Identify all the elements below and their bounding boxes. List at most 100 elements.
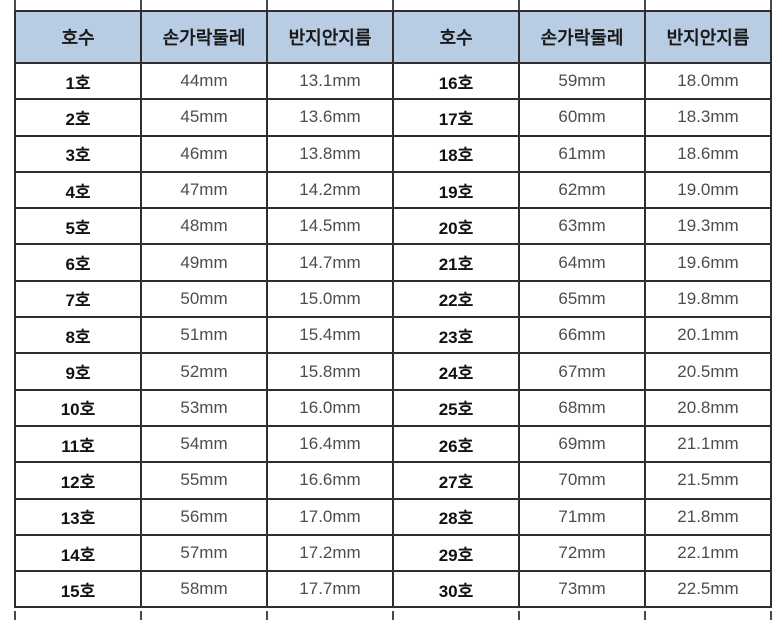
finger-circumference-cell: 46mm — [140, 134, 268, 173]
ring-inner-diameter-cell: 19.6mm — [644, 243, 772, 282]
table-row: 13호 56mm 17.0mm 28호 71mm 21.8mm — [14, 497, 772, 536]
finger-circumference-cell: 50mm — [140, 279, 268, 319]
ring-inner-diameter-cell: 21.5mm — [644, 461, 772, 500]
finger-circumference-cell: 66mm — [518, 316, 646, 355]
ring-size-cell: 30호 — [392, 570, 520, 609]
ring-inner-diameter-cell: 16.6mm — [266, 461, 394, 500]
table-row: 14호 57mm 17.2mm 29호 72mm 22.1mm — [14, 533, 772, 573]
header-size-left: 호수 — [14, 10, 142, 64]
ring-size-cell: 18호 — [392, 134, 520, 173]
finger-circumference-cell: 44mm — [140, 61, 268, 101]
finger-circumference-cell: 70mm — [518, 461, 646, 500]
finger-circumference-cell: 60mm — [518, 98, 646, 137]
ring-size-cell: 12호 — [14, 461, 142, 500]
finger-circumference-cell: 71mm — [518, 497, 646, 536]
ring-inner-diameter-cell: 21.8mm — [644, 497, 772, 536]
ring-inner-diameter-cell: 22.5mm — [644, 570, 772, 609]
ring-inner-diameter-cell: 13.6mm — [266, 98, 394, 137]
finger-circumference-cell: 65mm — [518, 279, 646, 319]
ring-inner-diameter-cell: 14.7mm — [266, 243, 394, 282]
ring-size-cell: 6호 — [14, 243, 142, 282]
ring-size-cell: 28호 — [392, 497, 520, 536]
ring-inner-diameter-cell: 21.1mm — [644, 424, 772, 464]
ring-size-cell: 13호 — [14, 497, 142, 536]
table-row: 9호 52mm 15.8mm 24호 67mm 20.5mm — [14, 352, 772, 391]
ring-size-cell: 27호 — [392, 461, 520, 500]
cropped-gridline-stubs-top — [14, 0, 772, 10]
header-inner-diameter-right: 반지안지름 — [644, 10, 772, 64]
ring-inner-diameter-cell: 20.1mm — [644, 316, 772, 355]
header-circumference-left: 손가락둘레 — [140, 10, 268, 64]
table-row: 10호 53mm 16.0mm 25호 68mm 20.8mm — [14, 388, 772, 427]
finger-circumference-cell: 61mm — [518, 134, 646, 173]
ring-size-cell: 1호 — [14, 61, 142, 101]
ring-inner-diameter-cell: 16.0mm — [266, 388, 394, 427]
finger-circumference-cell: 67mm — [518, 352, 646, 391]
finger-circumference-cell: 54mm — [140, 424, 268, 464]
finger-circumference-cell: 45mm — [140, 98, 268, 137]
ring-size-cell: 19호 — [392, 170, 520, 210]
finger-circumference-cell: 57mm — [140, 533, 268, 573]
ring-inner-diameter-cell: 19.8mm — [644, 279, 772, 319]
ring-inner-diameter-cell: 20.5mm — [644, 352, 772, 391]
ring-size-cell: 21호 — [392, 243, 520, 282]
finger-circumference-cell: 73mm — [518, 570, 646, 609]
ring-inner-diameter-cell: 14.5mm — [266, 207, 394, 246]
ring-size-cell: 24호 — [392, 352, 520, 391]
ring-inner-diameter-cell: 20.8mm — [644, 388, 772, 427]
ring-inner-diameter-cell: 13.1mm — [266, 61, 394, 101]
ring-size-cell: 5호 — [14, 207, 142, 246]
table-row: 15호 58mm 17.7mm 30호 73mm 22.5mm — [14, 570, 772, 609]
table-row: 2호 45mm 13.6mm 17호 60mm 18.3mm — [14, 98, 772, 137]
ring-size-cell: 9호 — [14, 352, 142, 391]
ring-size-table: 호수 손가락둘레 반지안지름 호수 손가락둘레 반지안지름 1호 44mm 13… — [14, 10, 772, 609]
ring-size-cell: 29호 — [392, 533, 520, 573]
ring-size-cell: 10호 — [14, 388, 142, 427]
finger-circumference-cell: 63mm — [518, 207, 646, 246]
ring-size-cell: 23호 — [392, 316, 520, 355]
table-row: 4호 47mm 14.2mm 19호 62mm 19.0mm — [14, 170, 772, 210]
table-row: 12호 55mm 16.6mm 27호 70mm 21.5mm — [14, 461, 772, 500]
header-circumference-right: 손가락둘레 — [518, 10, 646, 64]
ring-inner-diameter-cell: 14.2mm — [266, 170, 394, 210]
ring-inner-diameter-cell: 17.7mm — [266, 570, 394, 609]
ring-size-cell: 8호 — [14, 316, 142, 355]
finger-circumference-cell: 48mm — [140, 207, 268, 246]
header-size-right: 호수 — [392, 10, 520, 64]
table-row: 8호 51mm 15.4mm 23호 66mm 20.1mm — [14, 316, 772, 355]
ring-inner-diameter-cell: 18.0mm — [644, 61, 772, 101]
ring-inner-diameter-cell: 15.0mm — [266, 279, 394, 319]
ring-inner-diameter-cell: 19.3mm — [644, 207, 772, 246]
ring-inner-diameter-cell: 15.8mm — [266, 352, 394, 391]
finger-circumference-cell: 51mm — [140, 316, 268, 355]
ring-inner-diameter-cell: 19.0mm — [644, 170, 772, 210]
ring-inner-diameter-cell: 16.4mm — [266, 424, 394, 464]
table-row: 6호 49mm 14.7mm 21호 64mm 19.6mm — [14, 243, 772, 282]
finger-circumference-cell: 59mm — [518, 61, 646, 101]
table-row: 7호 50mm 15.0mm 22호 65mm 19.8mm — [14, 279, 772, 319]
ring-size-cell: 22호 — [392, 279, 520, 319]
ring-size-cell: 15호 — [14, 570, 142, 609]
ring-size-cell: 17호 — [392, 98, 520, 137]
finger-circumference-cell: 47mm — [140, 170, 268, 210]
table-header: 호수 손가락둘레 반지안지름 호수 손가락둘레 반지안지름 — [14, 10, 772, 64]
ring-size-cell: 16호 — [392, 61, 520, 101]
finger-circumference-cell: 58mm — [140, 570, 268, 609]
table-row: 5호 48mm 14.5mm 20호 63mm 19.3mm — [14, 207, 772, 246]
finger-circumference-cell: 62mm — [518, 170, 646, 210]
finger-circumference-cell: 53mm — [140, 388, 268, 427]
finger-circumference-cell: 55mm — [140, 461, 268, 500]
table-body: 1호 44mm 13.1mm 16호 59mm 18.0mm 2호 45mm 1… — [14, 61, 772, 609]
ring-size-cell: 7호 — [14, 279, 142, 319]
ring-inner-diameter-cell: 17.0mm — [266, 497, 394, 536]
ring-inner-diameter-cell: 15.4mm — [266, 316, 394, 355]
ring-size-cell: 11호 — [14, 424, 142, 464]
ring-size-cell: 2호 — [14, 98, 142, 137]
header-inner-diameter-left: 반지안지름 — [266, 10, 394, 64]
finger-circumference-cell: 72mm — [518, 533, 646, 573]
ring-size-cell: 4호 — [14, 170, 142, 210]
ring-inner-diameter-cell: 13.8mm — [266, 134, 394, 173]
ring-size-cell: 14호 — [14, 533, 142, 573]
ring-inner-diameter-cell: 18.3mm — [644, 98, 772, 137]
ring-size-cell: 20호 — [392, 207, 520, 246]
